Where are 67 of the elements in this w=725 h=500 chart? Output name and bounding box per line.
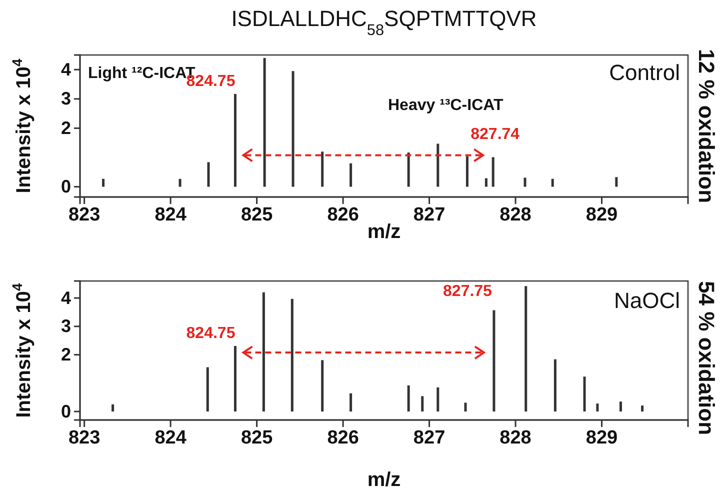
y-tick-label: 2 bbox=[60, 118, 71, 138]
x-tick-label: 825 bbox=[240, 204, 274, 226]
x-tick-label: 827 bbox=[413, 204, 446, 226]
bar bbox=[178, 178, 182, 187]
bar bbox=[436, 144, 440, 187]
x-tick-label: 827 bbox=[413, 427, 446, 448]
bar bbox=[292, 71, 294, 187]
annotation: Control bbox=[609, 60, 680, 85]
y-tick-label: 3 bbox=[60, 88, 71, 109]
bar bbox=[263, 58, 266, 187]
bar bbox=[492, 157, 494, 187]
bar bbox=[321, 152, 324, 187]
bar bbox=[350, 163, 352, 187]
bar bbox=[641, 406, 644, 412]
y-tick-label: 0 bbox=[60, 401, 71, 422]
y-tick-label: 4 bbox=[60, 59, 71, 80]
x-tick-label: 826 bbox=[327, 204, 359, 226]
bar bbox=[407, 152, 410, 187]
x-tick-label: 828 bbox=[500, 204, 532, 226]
bar bbox=[207, 162, 210, 187]
x-tick-label: 823 bbox=[68, 204, 100, 226]
text: 12 % oxidation bbox=[694, 48, 720, 204]
x-tick-label: 826 bbox=[327, 427, 359, 448]
bar bbox=[234, 346, 236, 412]
y-tick-label: 2 bbox=[60, 344, 71, 365]
y-tick-label: 0 bbox=[60, 176, 71, 197]
bar bbox=[321, 360, 324, 412]
annotation: NaOCl bbox=[614, 288, 680, 313]
bar bbox=[524, 286, 528, 412]
bar bbox=[484, 178, 488, 187]
y-tick-label: 3 bbox=[60, 316, 71, 336]
bar bbox=[102, 178, 105, 187]
annotation: 827.74 bbox=[470, 126, 520, 144]
bar bbox=[234, 94, 236, 187]
x-tick-label: 828 bbox=[500, 427, 532, 448]
x-tick-label: 829 bbox=[586, 204, 618, 226]
text: 54 % oxidation bbox=[694, 280, 720, 436]
bar bbox=[350, 393, 352, 412]
bar bbox=[407, 385, 410, 412]
annotation: 824.75 bbox=[186, 324, 236, 342]
bar bbox=[524, 178, 526, 187]
bar bbox=[551, 178, 554, 187]
bar bbox=[436, 387, 440, 412]
bar bbox=[421, 396, 424, 412]
x-tick-label: 823 bbox=[68, 427, 100, 448]
annotation: Heavy ¹³C-ICAT bbox=[388, 97, 504, 114]
x-axis-title: m/z bbox=[367, 221, 401, 243]
y-tick-label: 4 bbox=[60, 288, 71, 308]
x-tick-label: 829 bbox=[586, 427, 618, 448]
bar bbox=[464, 402, 467, 412]
bar bbox=[596, 404, 599, 412]
x-tick-label: 824 bbox=[154, 204, 187, 226]
bar bbox=[206, 367, 209, 412]
annotation: 827.75 bbox=[443, 283, 492, 300]
bar bbox=[290, 298, 294, 412]
bar bbox=[619, 402, 622, 412]
x-axis-title: m/z bbox=[367, 469, 401, 491]
bar bbox=[615, 177, 618, 187]
bar bbox=[112, 404, 114, 412]
bar bbox=[492, 310, 496, 412]
x-tick-label: 825 bbox=[240, 427, 274, 448]
x-tick-label: 824 bbox=[154, 427, 187, 448]
bar bbox=[262, 292, 265, 412]
bar bbox=[466, 156, 468, 187]
bar bbox=[554, 359, 556, 412]
chart-title: ISDLALLDHC$_{58}$SQPTMTTQVR bbox=[231, 6, 537, 38]
bar bbox=[583, 376, 586, 412]
